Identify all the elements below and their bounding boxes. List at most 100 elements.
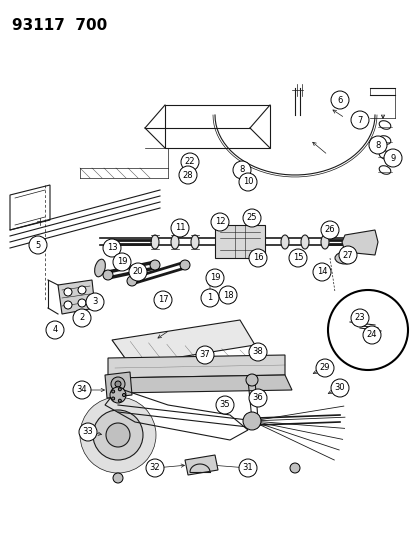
Text: 2: 2: [79, 313, 84, 322]
Circle shape: [80, 397, 156, 473]
Text: 36: 36: [252, 393, 263, 402]
Circle shape: [248, 249, 266, 267]
Text: 13: 13: [107, 244, 117, 253]
Text: 35: 35: [219, 400, 230, 409]
Circle shape: [79, 423, 97, 441]
Circle shape: [383, 149, 401, 167]
Circle shape: [362, 326, 380, 344]
Polygon shape: [341, 230, 377, 255]
Circle shape: [238, 173, 256, 191]
Circle shape: [103, 239, 121, 257]
Ellipse shape: [171, 235, 178, 249]
Circle shape: [150, 260, 159, 270]
Circle shape: [113, 473, 123, 483]
Circle shape: [29, 236, 47, 254]
Circle shape: [112, 390, 114, 393]
Text: 19: 19: [209, 273, 220, 282]
Circle shape: [110, 387, 126, 403]
Circle shape: [86, 293, 104, 311]
Circle shape: [233, 161, 250, 179]
Circle shape: [315, 359, 333, 377]
Text: 32: 32: [150, 464, 160, 472]
Text: 38: 38: [252, 348, 263, 357]
Circle shape: [73, 381, 91, 399]
Text: 14: 14: [316, 268, 326, 277]
Circle shape: [320, 221, 338, 239]
Text: 23: 23: [354, 313, 364, 322]
Polygon shape: [112, 320, 254, 365]
Text: 4: 4: [52, 326, 57, 335]
Polygon shape: [108, 375, 291, 393]
Text: 37: 37: [199, 351, 210, 359]
Circle shape: [171, 219, 189, 237]
Text: 16: 16: [252, 254, 263, 262]
Circle shape: [178, 166, 197, 184]
Text: 6: 6: [337, 95, 342, 104]
Circle shape: [78, 286, 86, 294]
Circle shape: [327, 290, 407, 370]
Circle shape: [195, 346, 214, 364]
Circle shape: [118, 388, 121, 391]
Text: 29: 29: [319, 364, 330, 373]
Circle shape: [127, 276, 137, 286]
Circle shape: [216, 396, 233, 414]
Circle shape: [218, 286, 236, 304]
Polygon shape: [185, 455, 218, 475]
Text: 9: 9: [389, 154, 395, 163]
Text: 26: 26: [324, 225, 335, 235]
Circle shape: [129, 263, 147, 281]
Text: 8: 8: [239, 166, 244, 174]
Circle shape: [122, 393, 125, 397]
Circle shape: [248, 389, 266, 407]
Text: 8: 8: [375, 141, 380, 149]
Ellipse shape: [95, 259, 105, 277]
Circle shape: [103, 270, 113, 280]
Text: 28: 28: [182, 171, 193, 180]
Text: 27: 27: [342, 251, 352, 260]
Text: 11: 11: [174, 223, 185, 232]
Ellipse shape: [190, 235, 199, 249]
Polygon shape: [214, 225, 264, 258]
Text: 31: 31: [242, 464, 253, 472]
Circle shape: [112, 397, 114, 400]
Circle shape: [338, 246, 356, 264]
Text: 7: 7: [356, 116, 362, 125]
Circle shape: [106, 423, 130, 447]
Circle shape: [206, 269, 223, 287]
Circle shape: [46, 321, 64, 339]
Text: 33: 33: [83, 427, 93, 437]
Circle shape: [78, 299, 86, 307]
Circle shape: [180, 260, 190, 270]
Circle shape: [93, 410, 142, 460]
Text: 15: 15: [292, 254, 302, 262]
Circle shape: [330, 91, 348, 109]
Circle shape: [146, 459, 164, 477]
Text: 3: 3: [92, 297, 97, 306]
Circle shape: [238, 459, 256, 477]
Circle shape: [248, 343, 266, 361]
Polygon shape: [105, 372, 132, 398]
Circle shape: [289, 463, 299, 473]
Circle shape: [350, 111, 368, 129]
Text: 18: 18: [222, 290, 233, 300]
Text: 34: 34: [76, 385, 87, 394]
Text: 20: 20: [133, 268, 143, 277]
Ellipse shape: [334, 252, 354, 264]
Ellipse shape: [280, 235, 288, 249]
Circle shape: [113, 253, 131, 271]
Circle shape: [211, 213, 228, 231]
Circle shape: [330, 379, 348, 397]
Ellipse shape: [320, 235, 328, 249]
Polygon shape: [58, 280, 95, 314]
Text: 5: 5: [35, 240, 40, 249]
Text: 22: 22: [184, 157, 195, 166]
Circle shape: [245, 374, 257, 386]
Circle shape: [111, 377, 125, 391]
Circle shape: [64, 301, 72, 309]
Text: 1: 1: [207, 294, 212, 303]
Circle shape: [115, 381, 121, 387]
Circle shape: [242, 412, 260, 430]
Text: 12: 12: [214, 217, 225, 227]
Text: 93117  700: 93117 700: [12, 18, 107, 33]
Circle shape: [201, 289, 218, 307]
